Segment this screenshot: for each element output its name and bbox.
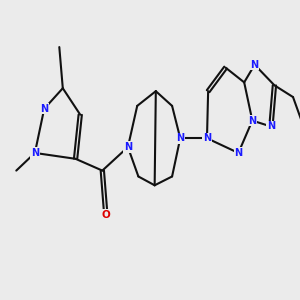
Text: O: O xyxy=(101,210,110,220)
Text: N: N xyxy=(250,60,259,70)
Text: N: N xyxy=(234,148,242,158)
Text: N: N xyxy=(248,116,256,126)
Text: N: N xyxy=(31,148,39,158)
Text: N: N xyxy=(124,142,132,152)
Text: N: N xyxy=(203,133,211,143)
Text: N: N xyxy=(267,122,275,131)
Text: N: N xyxy=(176,133,184,143)
Text: N: N xyxy=(40,104,48,114)
